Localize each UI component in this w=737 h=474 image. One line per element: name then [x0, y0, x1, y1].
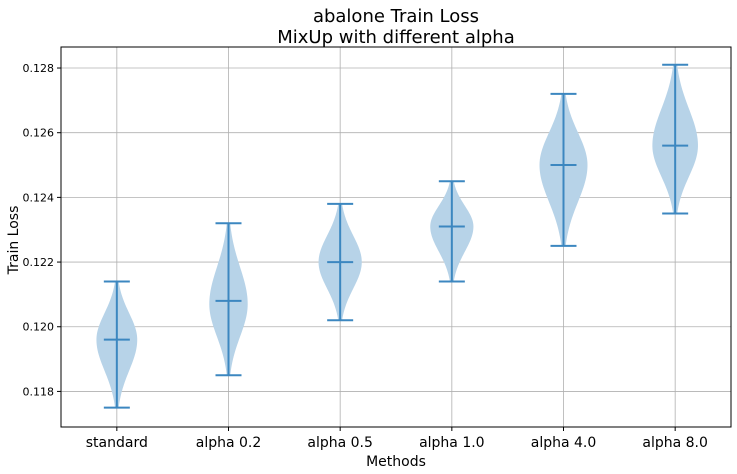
violins: [96, 63, 698, 409]
y-tick-label: 0.120: [23, 321, 55, 334]
plot-frame: [60, 46, 732, 428]
chart-title-line-1: abalone Train Loss: [313, 6, 479, 27]
x-tick-label: alpha 1.0: [419, 435, 485, 451]
y-tick-label: 0.118: [23, 385, 55, 398]
y-ticks: 0.118 0.120 0.122 0.124 0.126 0.128: [23, 62, 61, 398]
x-tick-label: standard: [86, 435, 148, 451]
x-tick-label: alpha 0.5: [307, 435, 373, 451]
y-axis-label: Train Loss: [6, 206, 22, 276]
y-tick-label: 0.124: [23, 191, 55, 204]
chart-title-line-2: MixUp with different alpha: [277, 27, 514, 48]
y-tick-label: 0.128: [23, 62, 55, 75]
x-tick-label: alpha 8.0: [642, 435, 708, 451]
x-tick-label: alpha 4.0: [531, 435, 597, 451]
x-axis-label: Methods: [366, 454, 426, 470]
grid-lines: [61, 47, 731, 427]
y-tick-label: 0.122: [23, 256, 55, 269]
x-tick-label: alpha 0.2: [196, 435, 262, 451]
y-tick-label: 0.126: [23, 127, 55, 140]
x-ticks: standard alpha 0.2 alpha 0.5 alpha 1.0 alpha…: [86, 427, 708, 451]
